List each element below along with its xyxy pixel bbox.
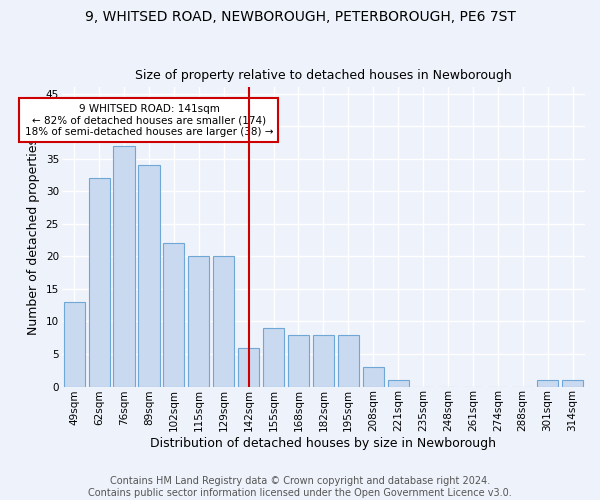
Bar (238, 348, 259, 387)
Bar (288, 334, 309, 386)
Bar (562, 380, 583, 386)
Bar (213, 256, 234, 386)
Bar (338, 334, 359, 386)
Y-axis label: Number of detached properties: Number of detached properties (27, 138, 40, 336)
Bar (388, 380, 409, 386)
Bar (537, 380, 558, 386)
Bar (89, 178, 110, 386)
Bar (188, 256, 209, 386)
Bar (139, 166, 160, 386)
Bar (64, 302, 85, 386)
Bar (263, 328, 284, 386)
Text: Contains HM Land Registry data © Crown copyright and database right 2024.
Contai: Contains HM Land Registry data © Crown c… (88, 476, 512, 498)
X-axis label: Distribution of detached houses by size in Newborough: Distribution of detached houses by size … (151, 437, 496, 450)
Text: 9, WHITSED ROAD, NEWBOROUGH, PETERBOROUGH, PE6 7ST: 9, WHITSED ROAD, NEWBOROUGH, PETERBOROUG… (85, 10, 515, 24)
Text: 9 WHITSED ROAD: 141sqm
← 82% of detached houses are smaller (174)
18% of semi-de: 9 WHITSED ROAD: 141sqm ← 82% of detached… (25, 104, 273, 137)
Bar (362, 367, 384, 386)
Bar (163, 244, 184, 386)
Title: Size of property relative to detached houses in Newborough: Size of property relative to detached ho… (135, 69, 512, 82)
Bar (113, 146, 134, 386)
Bar (313, 334, 334, 386)
